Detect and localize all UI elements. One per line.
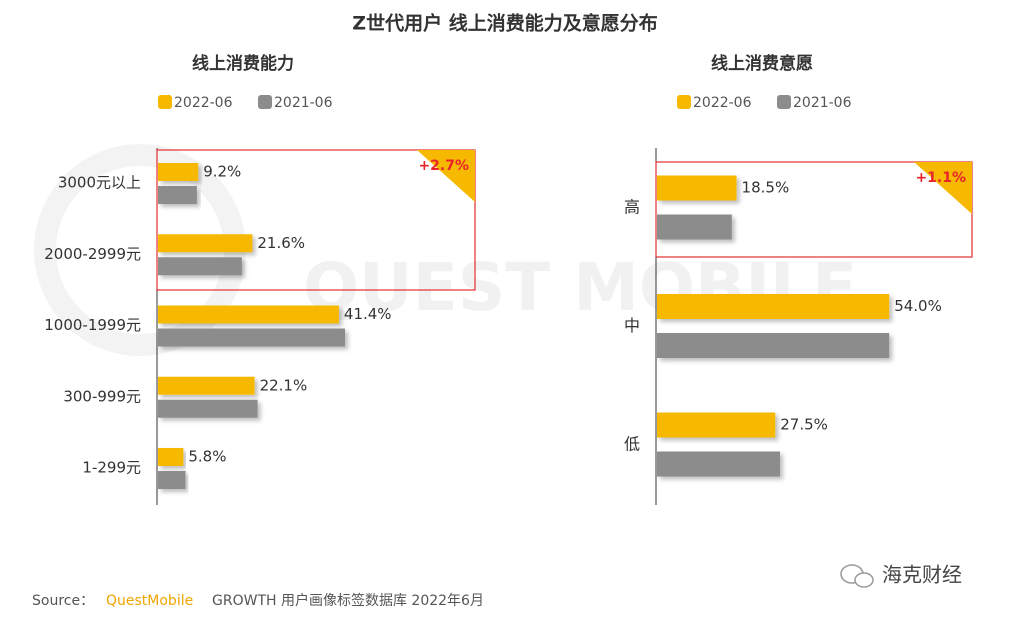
highlight-box [156, 149, 476, 291]
chart-title: 线上消费意愿 [711, 53, 813, 74]
bar [158, 399, 258, 418]
y-tick-label: 3000元以上 [58, 174, 141, 192]
y-tick-label: 1000-1999元 [44, 316, 141, 334]
bar [158, 186, 197, 204]
bar [657, 333, 890, 358]
annotation: +1.1% [915, 170, 966, 186]
bar [657, 451, 780, 477]
legend-label: 2022-06 [693, 95, 752, 111]
bar [158, 257, 242, 276]
data-label: 5.8% [188, 448, 226, 466]
corner-triangle [417, 150, 475, 202]
bar [657, 412, 776, 438]
legend-label: 2021-06 [793, 95, 852, 111]
y-tick-label: 高 [624, 198, 640, 217]
legend-label: 2022-06 [174, 95, 233, 111]
data-label: 27.5% [780, 416, 828, 434]
bar [158, 163, 199, 181]
legend-swatch [258, 95, 272, 109]
source-text: GROWTH 用户画像标签数据库 2022年6月 [212, 592, 484, 609]
data-label: 18.5% [742, 179, 790, 197]
data-label: 54.0% [894, 297, 942, 315]
signature: 海克财经 [882, 563, 962, 587]
bar [158, 376, 255, 395]
data-label: 41.4% [344, 305, 392, 323]
bar [657, 294, 890, 319]
y-tick-label: 中 [624, 316, 640, 335]
corner-triangle [914, 162, 972, 214]
bar [657, 214, 732, 240]
annotation: +2.7% [418, 158, 469, 174]
y-tick-label: 2000-2999元 [44, 245, 141, 263]
legend-swatch [777, 95, 791, 109]
bar [657, 175, 737, 201]
data-label: 9.2% [203, 163, 241, 181]
y-tick-label: 300-999元 [63, 387, 141, 405]
bar [158, 448, 184, 466]
wechat-icon [840, 564, 874, 588]
bar [158, 328, 346, 347]
page-title: Z世代用户 线上消费能力及意愿分布 [352, 12, 657, 35]
bar [158, 471, 186, 489]
data-label: 21.6% [257, 234, 305, 252]
bar [158, 234, 253, 253]
bar [158, 305, 339, 324]
source-brand: QuestMobile [106, 593, 193, 609]
y-tick-label: 1-299元 [82, 459, 141, 477]
y-tick-label: 低 [624, 435, 640, 454]
legend-swatch [158, 95, 172, 109]
source-label: Source： [32, 593, 94, 609]
legend-swatch [677, 95, 691, 109]
data-label: 22.1% [260, 376, 308, 394]
legend-label: 2021-06 [274, 95, 333, 111]
chart-title: 线上消费能力 [192, 53, 294, 74]
